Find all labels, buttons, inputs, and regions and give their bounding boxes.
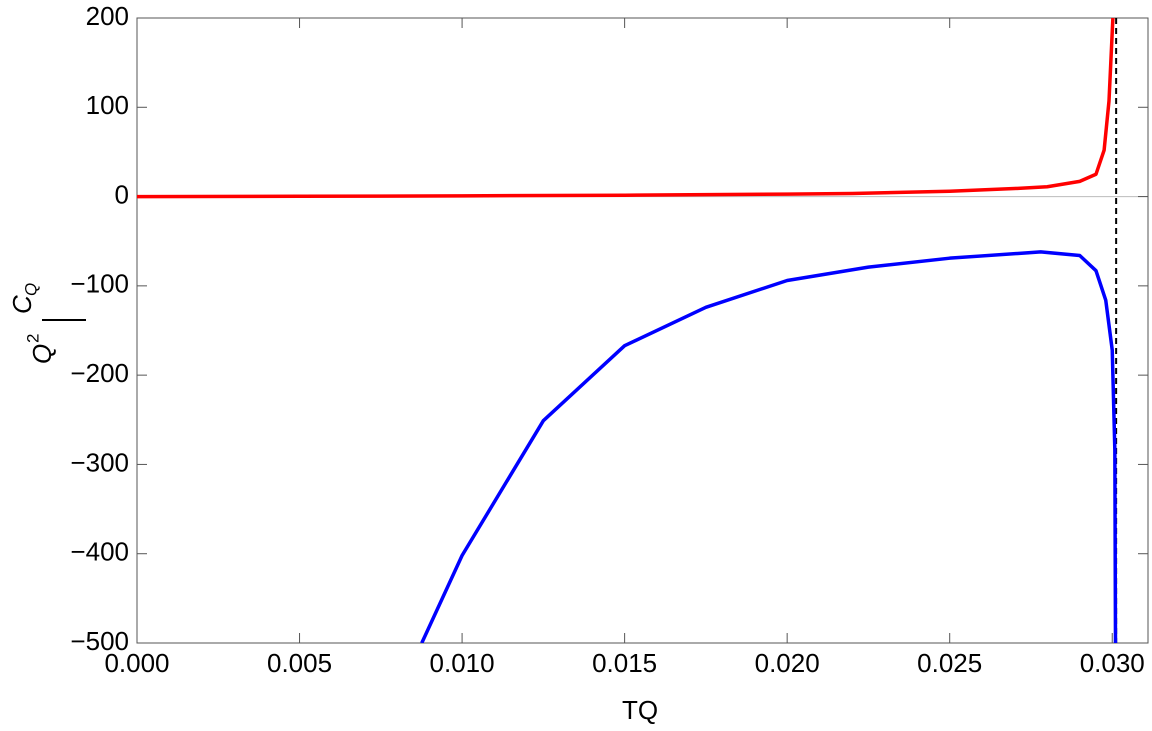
x-tick-label: 0.010 bbox=[430, 648, 495, 678]
y-tick-label: 0 bbox=[115, 179, 129, 209]
y-label-denominator-sup: 2 bbox=[23, 334, 42, 343]
series-line bbox=[137, 18, 1115, 199]
x-tick-label: 0.030 bbox=[1080, 648, 1145, 678]
x-tick-label: 0.020 bbox=[755, 648, 820, 678]
series-line bbox=[420, 250, 1118, 643]
y-tick-label: −200 bbox=[70, 358, 129, 388]
y-tick-label: 200 bbox=[86, 1, 129, 31]
y-label-numerator-sub: Q bbox=[21, 283, 40, 296]
y-tick-label: −300 bbox=[70, 447, 129, 477]
y-tick-label: −400 bbox=[70, 537, 129, 567]
y-label-numerator: C bbox=[7, 295, 37, 314]
x-tick-label: 0.000 bbox=[104, 648, 169, 678]
y-tick-label: −500 bbox=[70, 626, 129, 656]
y-axis-label: C Q Q 2 bbox=[7, 283, 86, 364]
x-tick-label: 0.005 bbox=[267, 648, 332, 678]
x-axis-label: TQ bbox=[622, 695, 658, 725]
x-tick-label: 0.015 bbox=[592, 648, 657, 678]
plot-frame bbox=[136, 17, 1149, 644]
y-label-denominator: Q bbox=[27, 344, 57, 364]
x-tick-label: 0.025 bbox=[917, 648, 982, 678]
y-tick-label: 100 bbox=[86, 90, 129, 120]
y-tick-label: −100 bbox=[70, 269, 129, 299]
